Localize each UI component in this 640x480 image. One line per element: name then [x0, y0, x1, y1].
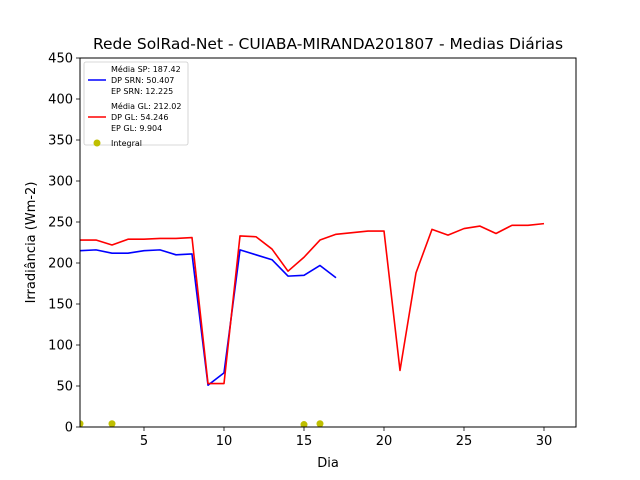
y-tick-label: 250	[48, 216, 73, 231]
y-tick-label: 400	[48, 93, 73, 108]
y-axis-label: Irradiância (Wm-2)	[24, 182, 39, 304]
legend-marker	[93, 139, 101, 147]
x-tick-label: 5	[140, 434, 148, 449]
chart-title: Rede SolRad-Net - CUIABA-MIRANDA201807 -…	[93, 35, 563, 53]
y-tick-label: 300	[48, 175, 73, 190]
series-line-0	[80, 249, 337, 386]
legend-entry-text: DP GL: 54.246	[111, 113, 168, 122]
legend-box	[83, 61, 189, 146]
plot-area	[80, 222, 545, 427]
x-tick-label: 15	[296, 434, 313, 449]
legend-entry-text: EP GL: 9.904	[111, 124, 162, 133]
x-tick-label: 25	[456, 434, 473, 449]
y-tick-label: 350	[48, 134, 73, 149]
legend: Média SP: 187.42 DP SRN: 50.407 EP SRN: 12…	[83, 61, 189, 148]
x-axis-label: Dia	[317, 456, 339, 471]
plot-frame	[79, 57, 577, 428]
legend-entry-text: Média SP: 187.42	[111, 64, 181, 74]
y-tick-label: 0	[65, 421, 73, 436]
legend-entry-text: Integral	[111, 139, 142, 148]
legend-entry-text: Média GL: 212.02	[111, 101, 181, 111]
series-line-1	[80, 222, 545, 385]
y-tick-label: 100	[48, 339, 73, 354]
y-tick-label: 50	[56, 380, 73, 395]
y-tick-label: 200	[48, 257, 73, 272]
legend-entry-text: DP SRN: 50.407	[111, 76, 174, 85]
y-tick-label: 150	[48, 298, 73, 313]
integral-point	[300, 421, 308, 427]
integral-point	[80, 420, 84, 427]
integral-point	[316, 420, 324, 427]
x-tick-label: 30	[536, 434, 553, 449]
x-tick-label: 20	[376, 434, 393, 449]
integral-point	[108, 420, 116, 427]
y-tick-label: 450	[48, 52, 73, 67]
x-tick-label: 10	[216, 434, 233, 449]
legend-entry-text: EP SRN: 12.225	[111, 87, 173, 96]
